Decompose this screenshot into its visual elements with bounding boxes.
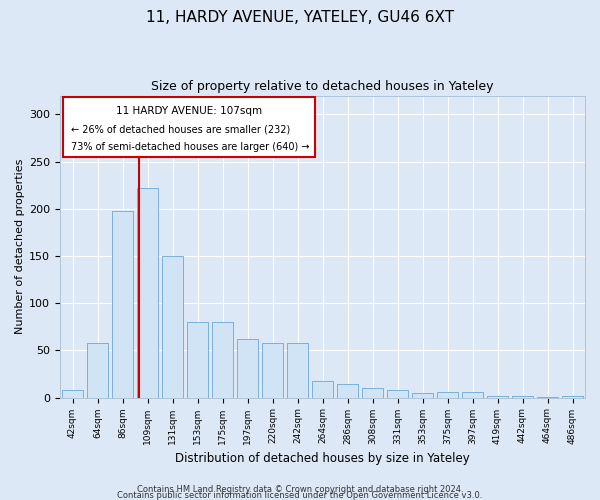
- Y-axis label: Number of detached properties: Number of detached properties: [15, 159, 25, 334]
- Text: Contains public sector information licensed under the Open Government Licence v3: Contains public sector information licen…: [118, 491, 482, 500]
- Bar: [87, 343, 108, 398]
- Bar: [487, 396, 508, 398]
- Text: 11, HARDY AVENUE, YATELEY, GU46 6XT: 11, HARDY AVENUE, YATELEY, GU46 6XT: [146, 10, 454, 25]
- Bar: [412, 393, 433, 398]
- X-axis label: Distribution of detached houses by size in Yateley: Distribution of detached houses by size …: [175, 452, 470, 465]
- Bar: [312, 380, 333, 398]
- Bar: [212, 322, 233, 398]
- Text: 73% of semi-detached houses are larger (640) →: 73% of semi-detached houses are larger (…: [71, 142, 309, 152]
- Text: Contains HM Land Registry data © Crown copyright and database right 2024.: Contains HM Land Registry data © Crown c…: [137, 485, 463, 494]
- Bar: [562, 396, 583, 398]
- Bar: [437, 392, 458, 398]
- Bar: [137, 188, 158, 398]
- Title: Size of property relative to detached houses in Yateley: Size of property relative to detached ho…: [151, 80, 494, 93]
- FancyBboxPatch shape: [62, 97, 314, 158]
- Bar: [462, 392, 483, 398]
- Bar: [512, 396, 533, 398]
- Bar: [162, 256, 183, 398]
- Bar: [262, 343, 283, 398]
- Bar: [187, 322, 208, 398]
- Bar: [237, 339, 258, 398]
- Bar: [362, 388, 383, 398]
- Bar: [112, 210, 133, 398]
- Bar: [287, 343, 308, 398]
- Text: ← 26% of detached houses are smaller (232): ← 26% of detached houses are smaller (23…: [71, 124, 290, 134]
- Bar: [537, 396, 558, 398]
- Bar: [62, 390, 83, 398]
- Bar: [337, 384, 358, 398]
- Text: 11 HARDY AVENUE: 107sqm: 11 HARDY AVENUE: 107sqm: [116, 106, 262, 116]
- Bar: [387, 390, 408, 398]
